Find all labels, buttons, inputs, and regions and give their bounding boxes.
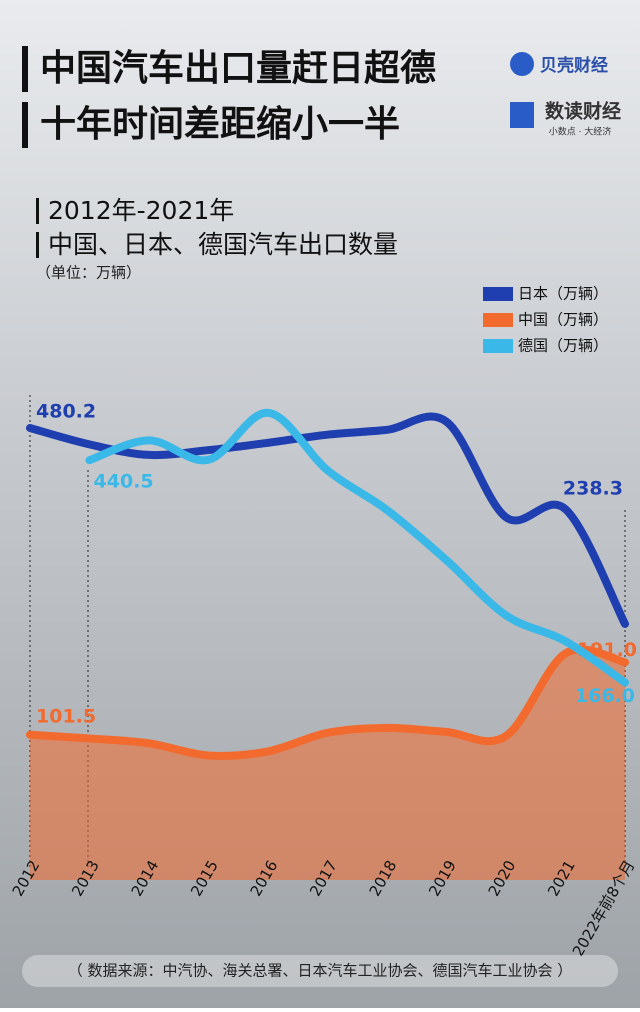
legend-swatch xyxy=(483,313,513,327)
subtitle-bar xyxy=(36,232,39,258)
subtitle-bar xyxy=(36,198,39,224)
data-label: 440.5 xyxy=(94,471,154,493)
title: 中国汽车出口量赶日超德 xyxy=(40,48,436,89)
subtitle: 中国、日本、德国汽车出口数量 xyxy=(48,230,398,259)
brand: 数读财经 xyxy=(545,100,621,123)
legend-swatch xyxy=(483,339,513,353)
slogan: 小数点 · 大经济 xyxy=(549,126,612,138)
title-bar xyxy=(22,102,28,148)
data-label: 238.3 xyxy=(563,477,623,499)
data-label: 101.5 xyxy=(36,705,96,727)
legend-label: 中国（万辆） xyxy=(518,311,608,329)
data-label: 480.2 xyxy=(36,401,96,423)
title: 十年时间差距缩小一半 xyxy=(40,104,400,145)
subtitle: 2012年-2021年 xyxy=(48,196,234,225)
logo xyxy=(510,102,534,128)
area xyxy=(30,649,625,880)
source-box xyxy=(22,955,618,987)
source: （ 数据来源：中汽协、海关总署、日本汽车工业协会、德国汽车工业协会 ） xyxy=(68,962,573,980)
legend-label: 德国（万辆） xyxy=(518,337,608,355)
brand: 贝壳财经 xyxy=(540,55,608,76)
logo xyxy=(510,52,534,76)
line xyxy=(26,412,629,628)
unit: （单位：万辆） xyxy=(36,264,141,282)
legend-label: 日本（万辆） xyxy=(518,285,608,303)
line xyxy=(85,408,629,687)
legend-swatch xyxy=(483,287,513,301)
title-bar xyxy=(22,46,28,92)
line xyxy=(26,645,629,760)
data-label: 166.0 xyxy=(575,685,635,707)
